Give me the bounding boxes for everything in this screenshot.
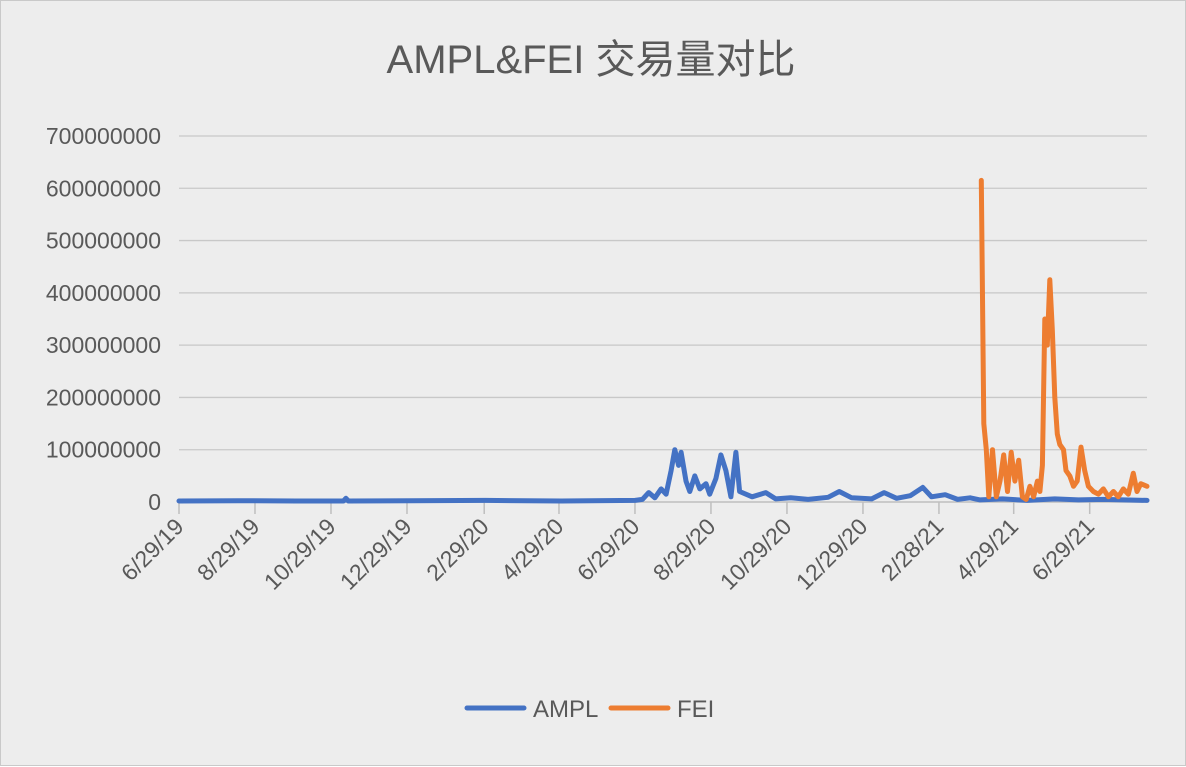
legend: AMPL FEI <box>464 696 714 723</box>
y-tick-label: 200000000 <box>46 384 161 410</box>
y-tick-label: 0 <box>148 489 161 515</box>
y-axis: 0 100000000 200000000 300000000 400000000 500… <box>46 123 161 515</box>
x-tick-label: 6/29/20 <box>572 513 645 586</box>
y-tick-label: 600000000 <box>46 175 161 201</box>
x-tick-label: 10/29/19 <box>259 513 341 595</box>
x-tick-label: 6/29/21 <box>1027 513 1100 586</box>
x-tick-label: 6/29/19 <box>116 513 189 586</box>
x-tick-label: 2/28/21 <box>876 513 949 586</box>
x-tick-label: 12/29/19 <box>335 513 417 595</box>
series-line-ampl <box>176 447 1150 504</box>
y-tick-label: 500000000 <box>46 228 161 254</box>
series-lines <box>176 177 1150 504</box>
gridlines <box>179 135 1147 451</box>
legend-label-fei: FEI <box>677 696 714 723</box>
x-tick-label: 4/29/20 <box>496 513 569 586</box>
x-tick-label: 2/29/20 <box>421 513 494 586</box>
y-tick-label: 300000000 <box>46 332 161 358</box>
y-tick-label: 700000000 <box>46 123 161 149</box>
legend-label-ampl: AMPL <box>533 696 598 723</box>
chart-title: AMPL&FEI 交易量对比 <box>387 38 796 82</box>
x-tick-label: 8/29/20 <box>648 513 721 586</box>
x-tick-label: 10/29/20 <box>715 513 797 595</box>
y-tick-label: 100000000 <box>46 437 161 463</box>
x-tick-label: 12/29/20 <box>791 513 873 595</box>
series-line-fei <box>978 177 1150 502</box>
y-tick-label: 400000000 <box>46 280 161 306</box>
x-tick-label: 4/29/21 <box>951 513 1024 586</box>
x-tick-label: 8/29/19 <box>192 513 265 586</box>
